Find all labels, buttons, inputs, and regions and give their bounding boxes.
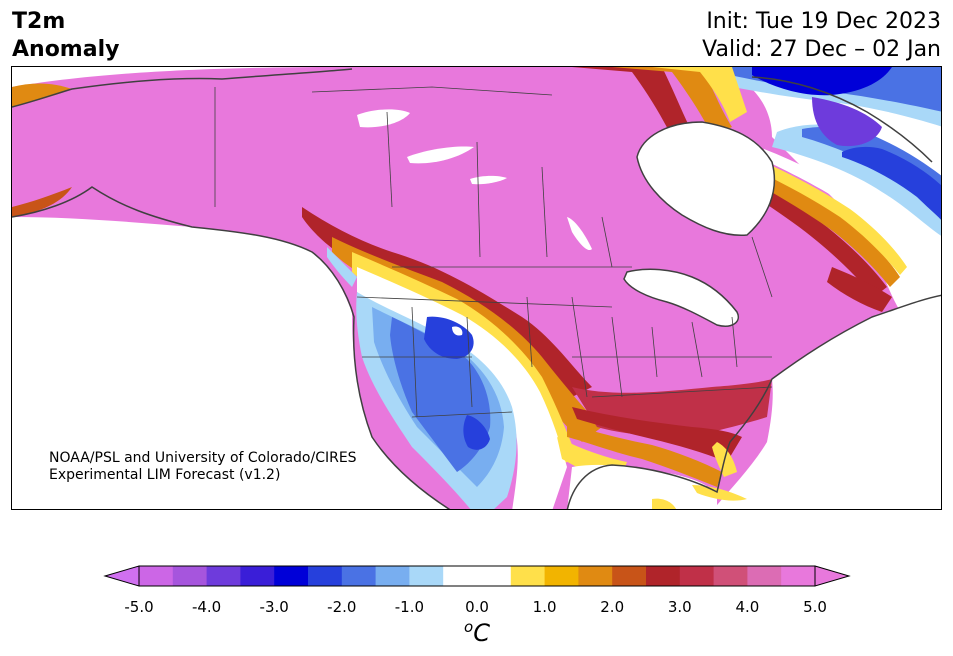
- lake-athabasca: [470, 175, 507, 185]
- colorbar-tick-label: 3.0: [667, 598, 692, 616]
- colorbar-tick-label: 4.0: [735, 598, 760, 616]
- southeast-orange-band: [567, 422, 722, 487]
- alaska-warm-edge: [12, 83, 72, 107]
- colorbar-cell: [206, 566, 241, 586]
- colorbar-over-arrow: [814, 565, 851, 587]
- baffin-cool-purple: [812, 97, 882, 147]
- colorbar-tick-label: -5.0: [124, 598, 154, 616]
- colorbar-cell: [646, 566, 681, 586]
- colorbar-outline: [138, 565, 816, 587]
- colorbar-cell: [409, 566, 444, 586]
- unit-degree-symbol: o: [464, 618, 474, 636]
- east-canada-red-band: [742, 177, 887, 297]
- forecast-dates: Init: Tue 19 Dec 2023 Valid: 27 Dec – 02…: [702, 8, 941, 64]
- colorbar-cell: [578, 566, 613, 586]
- pacific-cool-edge: [327, 247, 357, 287]
- unit-letter: C: [473, 619, 490, 647]
- colorbar-tick-label: -3.0: [259, 598, 289, 616]
- map-title: T2m Anomaly: [12, 8, 119, 64]
- colorbar-tick-label: -1.0: [394, 598, 425, 616]
- coastlines: [12, 68, 941, 509]
- credit-line-2: Experimental LIM Forecast (v1.2): [49, 467, 281, 483]
- political-borders: [214, 86, 773, 418]
- great-lakes: [624, 269, 739, 327]
- arctic-coast-orange: [612, 67, 732, 135]
- colorbar-tick-label: 0.0: [465, 598, 489, 616]
- great-bear-lake: [357, 109, 410, 128]
- colorbar-cell: [274, 566, 309, 586]
- colorbar-cell: [443, 566, 478, 586]
- colorbar-cell: [713, 566, 748, 586]
- labrador-cool-deep: [842, 146, 941, 220]
- east-canada-orange-band: [750, 167, 900, 287]
- great-slave-lake: [407, 146, 474, 164]
- colorbar-cell: [375, 566, 410, 586]
- alaska-south-edge: [12, 187, 72, 217]
- colorbar-unit-label: oC: [464, 618, 490, 647]
- colorbar-tick-label: 1.0: [532, 598, 557, 616]
- attribution-credit: NOAA/PSL and University of Colorado/CIRE…: [49, 450, 357, 484]
- colorbar-cell: [341, 566, 377, 586]
- colorbar-tick-label: -2.0: [327, 598, 357, 616]
- init-date-label: Init: Tue 19 Dec 2023: [706, 9, 941, 34]
- maritimes-red: [827, 267, 892, 312]
- colorbar-tick-label: 5.0: [803, 598, 827, 616]
- hispaniola-yellow: [652, 498, 677, 509]
- east-canada-neutral: [762, 149, 920, 265]
- colorbar-cell: [172, 566, 208, 586]
- lake-winnipeg: [567, 217, 592, 251]
- title-line-1: T2m: [12, 9, 66, 34]
- colorbar-cells: [139, 566, 816, 586]
- colorbar-cell: [544, 566, 579, 586]
- cuba-yellow: [692, 485, 747, 501]
- anomaly-map: [11, 66, 942, 510]
- great-salt-lake: [452, 326, 463, 336]
- southeast-dark-band: [572, 407, 742, 462]
- colorbar-cell: [747, 566, 782, 586]
- valid-date-label: Valid: 27 Dec – 02 Jan: [702, 37, 941, 62]
- pacific-ocean: [12, 217, 449, 509]
- texas-cool-core: [463, 415, 490, 450]
- arctic-coast-red: [572, 67, 692, 137]
- colorbar-under-arrow: [103, 565, 140, 587]
- colorbar-cell: [510, 566, 546, 586]
- colorbar-cell: [477, 566, 512, 586]
- anomaly-map-canvas: [12, 67, 941, 509]
- southwest-cool-core: [424, 316, 474, 359]
- credit-line-1: NOAA/PSL and University of Colorado/CIRE…: [49, 450, 357, 466]
- colorbar-cell: [139, 566, 174, 586]
- title-line-2: Anomaly: [12, 37, 120, 62]
- atlantic-ocean: [713, 292, 941, 509]
- colorbar-cell: [308, 566, 343, 586]
- colorbar-cell: [781, 566, 816, 586]
- colorbar: [103, 565, 851, 587]
- colorbar-cell: [240, 566, 275, 586]
- gulf-of-mexico: [567, 464, 717, 509]
- east-canada-yellow-band: [754, 159, 907, 275]
- arctic-coast-yellow: [652, 67, 747, 122]
- labrador-cool-light: [772, 124, 941, 236]
- arctic-cool-deep: [752, 67, 892, 96]
- colorbar-cell: [612, 566, 647, 586]
- colorbar-tick-label: -4.0: [191, 598, 222, 616]
- colorbar-tick-label: 2.0: [600, 598, 625, 616]
- colorbar-cell: [679, 566, 715, 586]
- west-neutral-band: [357, 267, 567, 509]
